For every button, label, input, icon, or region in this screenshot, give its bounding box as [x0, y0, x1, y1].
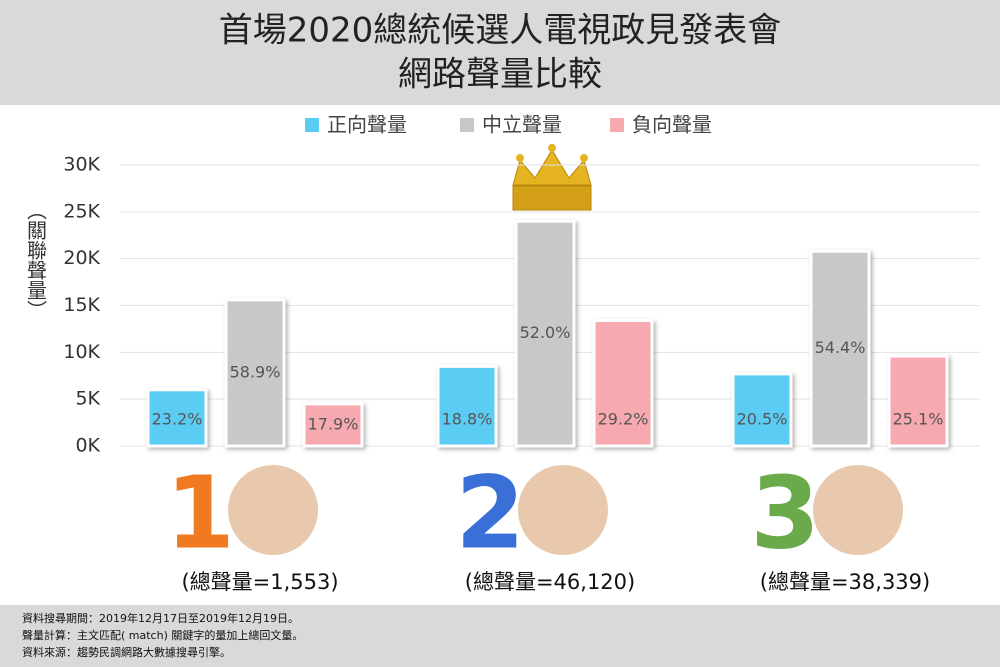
value-label: 52.0%	[520, 323, 571, 342]
y-tick-label: 5K	[75, 388, 100, 410]
value-label: 58.9%	[230, 362, 281, 381]
bar	[436, 364, 498, 448]
value-label: 29.2%	[598, 410, 649, 429]
bar	[224, 298, 286, 448]
legend-label: 負向聲量	[632, 113, 712, 137]
header-band	[0, 0, 1000, 105]
value-label: 54.4%	[815, 338, 866, 357]
bar	[731, 372, 793, 448]
value-label: 23.2%	[152, 410, 203, 429]
chart-subtitle: 網路聲量比較	[398, 55, 602, 95]
bar	[514, 219, 576, 448]
bar	[146, 388, 208, 448]
crown	[512, 144, 592, 211]
candidate-photo	[811, 463, 905, 557]
bar	[887, 354, 949, 448]
category-number: 1	[165, 454, 235, 571]
candidate-photo	[516, 463, 610, 557]
y-tick-label: 0K	[75, 435, 100, 457]
category-number: 3	[750, 454, 820, 571]
value-label: 18.8%	[442, 410, 493, 429]
value-label: 20.5%	[737, 410, 788, 429]
y-tick-label: 25K	[63, 200, 100, 222]
legend-label: 中立聲量	[482, 113, 562, 137]
footer-band	[0, 605, 1000, 667]
total-label: (總聲量=46,120)	[465, 570, 635, 594]
legend-swatch	[305, 118, 319, 132]
footnote: 資料來源：趨勢民調網路大數據搜尋引擎。	[22, 645, 231, 659]
bar	[302, 402, 364, 448]
y-tick-label: 30K	[63, 154, 100, 176]
y-axis-label: （關聯聲量）	[24, 200, 48, 320]
total-label: (總聲量=38,339)	[760, 570, 930, 594]
category-number: 2	[455, 454, 525, 571]
y-tick-label: 20K	[63, 247, 100, 269]
bar	[592, 318, 654, 448]
candidate-photo	[226, 463, 320, 557]
total-label: (總聲量=1,553)	[181, 570, 338, 594]
footnote: 聲量計算：主文匹配( match) 關鍵字的量加上總回文量。	[22, 628, 303, 642]
chart-title: 首場2020總統候選人電視政見發表會	[219, 11, 782, 51]
value-label: 17.9%	[308, 414, 359, 433]
bar	[809, 249, 871, 448]
y-tick-label: 10K	[63, 341, 100, 363]
value-label: 25.1%	[893, 410, 944, 429]
footnote: 資料搜尋期間：2019年12月17日至2019年12月19日。	[22, 611, 299, 625]
legend-swatch	[610, 118, 624, 132]
legend-swatch	[460, 118, 474, 132]
legend-label: 正向聲量	[327, 113, 407, 137]
y-tick-label: 15K	[63, 294, 100, 316]
